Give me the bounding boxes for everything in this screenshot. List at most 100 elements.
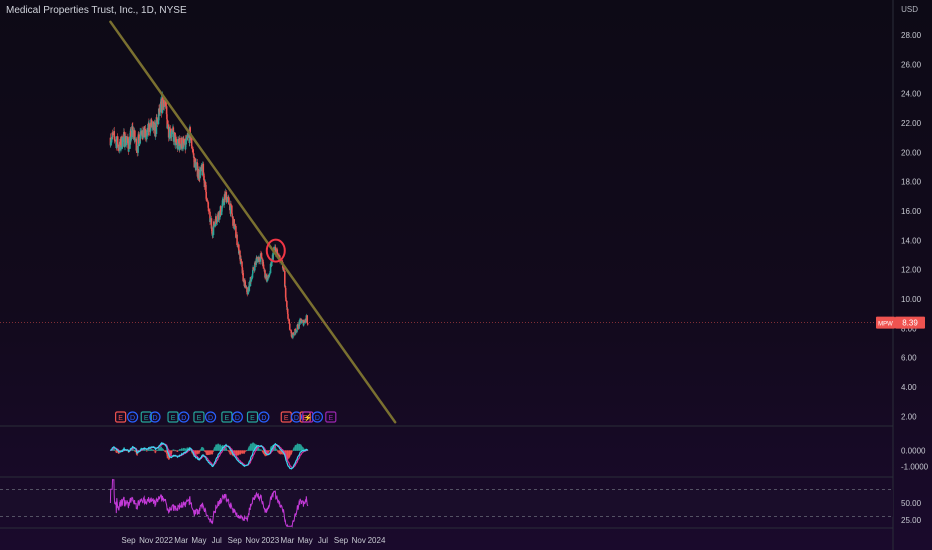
candle-body	[226, 196, 228, 203]
candle-body	[250, 278, 253, 282]
histogram-bar	[156, 450, 159, 451]
candle-body	[298, 321, 300, 329]
chart-title: Medical Properties Trust, Inc., 1D, NYSE	[6, 5, 187, 16]
candle-body	[262, 264, 265, 269]
histogram-bar	[167, 450, 169, 459]
candle-body	[166, 114, 168, 120]
candle-body	[258, 260, 261, 262]
histogram-bar	[174, 450, 176, 452]
candle-body	[286, 300, 288, 307]
price-axis-tick: 22.00	[901, 119, 922, 128]
candle-body	[305, 315, 308, 321]
candle-body	[296, 328, 298, 332]
histogram-bar	[150, 449, 153, 451]
candle-body	[284, 287, 287, 298]
candle-body	[154, 124, 157, 134]
histogram-bar	[297, 444, 299, 451]
time-axis-tick: Sep	[121, 536, 136, 545]
candle-body	[121, 137, 124, 148]
event-marker-earnings[interactable]: E	[246, 411, 259, 423]
dividend-icon	[258, 411, 270, 423]
candle-body	[295, 331, 297, 332]
candle-body	[140, 130, 143, 132]
candle-body	[171, 130, 173, 137]
candle-body	[155, 117, 158, 134]
event-marker-dividend[interactable]: D	[178, 411, 190, 423]
candle-body	[206, 200, 209, 202]
event-marker-earnings[interactable]: E	[193, 411, 205, 423]
histogram-bar	[252, 442, 254, 451]
candle-body	[146, 127, 149, 133]
candle-body	[217, 212, 220, 217]
event-marker-dividend[interactable]: D	[126, 411, 139, 423]
candle-body	[113, 131, 116, 137]
candle-body	[205, 184, 207, 192]
candle-body	[238, 244, 240, 254]
candle-body	[270, 259, 273, 267]
histogram-bar	[179, 449, 181, 451]
candle-body	[306, 315, 309, 323]
event-marker-dividend[interactable]: D	[258, 411, 270, 423]
event-marker-label: E	[144, 415, 149, 422]
histogram-bar	[238, 450, 240, 455]
candle-body	[240, 258, 242, 262]
candle-body	[164, 101, 167, 107]
event-marker-earnings[interactable]: E	[280, 411, 292, 423]
price-axis-tick: 8.00	[901, 324, 917, 333]
event-marker-dividend[interactable]: D	[204, 411, 217, 423]
event-marker-label: E	[197, 415, 202, 422]
candle-body	[151, 122, 154, 126]
histogram-bar	[269, 449, 271, 451]
candle-body	[155, 117, 158, 119]
candle-body	[210, 218, 213, 229]
histogram-bar	[197, 450, 199, 454]
candle-body	[169, 128, 171, 139]
dividend-icon	[126, 411, 139, 423]
histogram-bar	[161, 448, 163, 451]
histogram-bar	[183, 448, 185, 451]
event-marker-label: ⚡	[303, 413, 312, 422]
event-marker-split[interactable]: ⚡	[302, 411, 314, 423]
trend-line[interactable]	[109, 20, 397, 424]
candle-body	[229, 203, 232, 214]
candle-body	[224, 194, 226, 200]
event-marker-dividend[interactable]: D	[311, 411, 324, 423]
histogram-bar	[174, 449, 176, 451]
event-marker-earnings[interactable]: E	[221, 411, 233, 423]
dividend-icon	[311, 411, 324, 423]
candle-body	[217, 216, 220, 220]
event-marker-dividend[interactable]: D	[149, 411, 161, 423]
histogram-bar	[203, 450, 205, 451]
candle-body	[183, 143, 185, 145]
currency-label: USD	[901, 5, 918, 14]
candle-body	[211, 234, 214, 236]
candle-body	[126, 136, 128, 141]
candle-body	[135, 138, 138, 151]
candle-body	[137, 136, 139, 153]
earnings-icon	[325, 411, 337, 423]
event-marker-dividend[interactable]: D	[231, 411, 243, 423]
histogram-bar	[116, 450, 118, 452]
candle-body	[128, 140, 130, 149]
candle-body	[120, 146, 122, 149]
event-marker-dividend[interactable]: D	[290, 411, 303, 423]
candle-body	[269, 263, 272, 274]
candle-body	[193, 157, 196, 168]
candle-body	[127, 136, 129, 144]
event-marker-label: D	[130, 415, 135, 422]
candle-body	[223, 197, 226, 205]
histogram-bar	[295, 444, 297, 451]
symbol-tag-label: MPW	[878, 322, 893, 328]
macd-signal-line	[110, 443, 308, 469]
event-marker-earnings[interactable]: E	[115, 411, 127, 423]
price-axis-tick: 16.00	[901, 207, 922, 216]
histogram-bar	[155, 450, 158, 452]
candle-body	[248, 282, 251, 291]
event-marker-earnings[interactable]: E	[140, 411, 152, 423]
histogram-bar	[248, 445, 250, 451]
event-marker-earnings[interactable]: E	[167, 411, 179, 423]
histogram-bar	[185, 448, 187, 451]
event-marker-earnings[interactable]: E	[325, 411, 337, 423]
candle-body	[150, 119, 153, 127]
